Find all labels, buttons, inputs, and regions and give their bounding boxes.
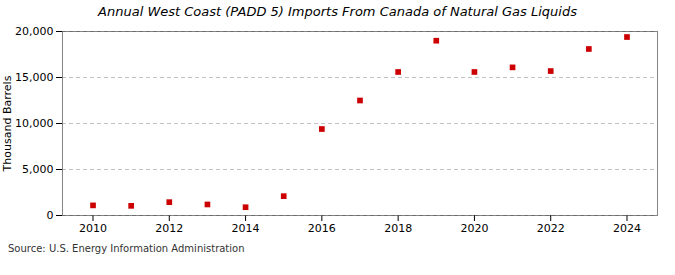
svg-text:10,000: 10,000 xyxy=(15,117,54,130)
svg-text:Thousand Barrels: Thousand Barrels xyxy=(1,75,14,172)
svg-text:0: 0 xyxy=(47,209,54,222)
svg-text:2018: 2018 xyxy=(384,222,412,235)
svg-text:2012: 2012 xyxy=(155,222,183,235)
svg-text:2022: 2022 xyxy=(537,222,565,235)
svg-text:20,000: 20,000 xyxy=(15,25,54,38)
html-text:Source: U.S. Energy Informatio: Source: U.S. Energy Information Administ… xyxy=(8,243,245,254)
svg-text:5,000: 5,000 xyxy=(22,163,54,176)
svg-text:2024: 2024 xyxy=(613,222,641,235)
svg-text:15,000: 15,000 xyxy=(15,71,54,84)
svg-text:2010: 2010 xyxy=(79,222,107,235)
html-text:Annual West Coast (PADD 5) Imp: Annual West Coast (PADD 5) Imports From … xyxy=(98,4,577,19)
svg-text:2016: 2016 xyxy=(308,222,336,235)
svg-text:2014: 2014 xyxy=(232,222,260,235)
svg-text:2020: 2020 xyxy=(460,222,488,235)
